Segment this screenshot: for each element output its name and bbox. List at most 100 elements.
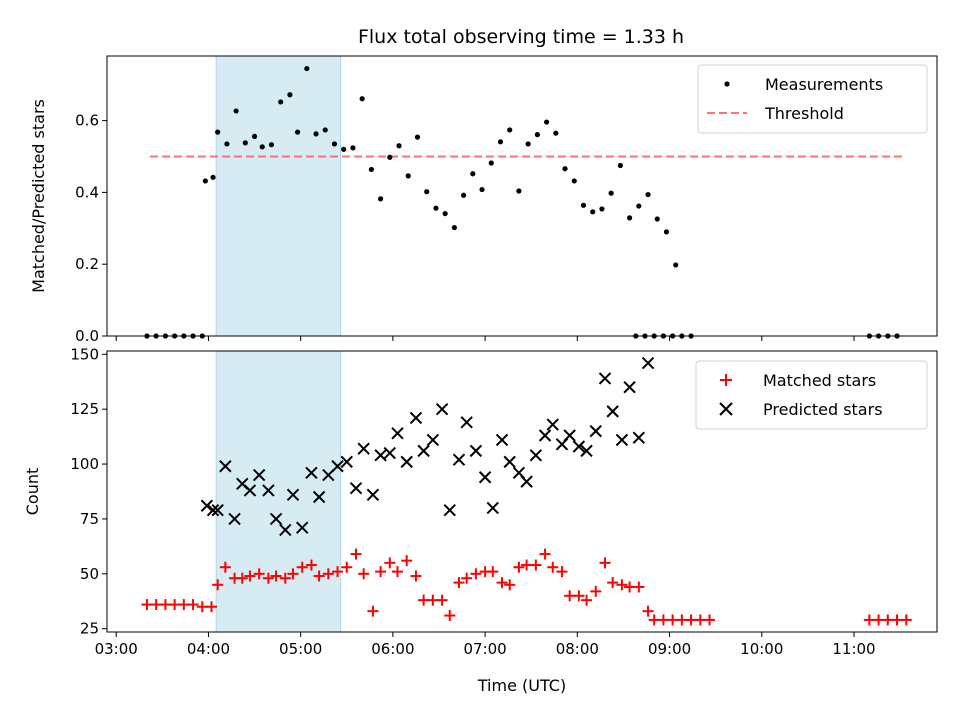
predicted-stars-point (417, 444, 430, 458)
predicted-stars-point (580, 444, 593, 458)
matched-stars-point (262, 572, 274, 584)
predicted-stars-point (529, 449, 543, 462)
measurement-point (673, 262, 679, 268)
matched-stars-point (667, 614, 679, 626)
measurement-point (294, 129, 301, 135)
matched-stars-point (436, 594, 448, 606)
predicted-stars-point (279, 523, 292, 537)
predicted-stars-point (305, 466, 318, 480)
measurement-point (313, 131, 319, 137)
matched-stars-point (253, 568, 265, 580)
measurement-point (534, 132, 540, 138)
matched-stars-point (513, 561, 525, 573)
measurement-point (268, 142, 275, 148)
predicted-stars-point (520, 475, 533, 488)
y-tick-label: 0.6 (75, 112, 99, 130)
matched-stars-point (573, 590, 585, 602)
measurement-point (304, 65, 310, 72)
predicted-stars-point (391, 427, 404, 440)
predicted-stars-point (469, 444, 483, 458)
matched-stars-point (159, 599, 171, 611)
y-tick-label: 125 (70, 400, 99, 418)
predicted-stars-point (366, 488, 380, 502)
measurement-point (387, 154, 393, 160)
matched-stars-point (296, 561, 308, 573)
predicted-stars-point (228, 512, 241, 526)
legend-predicted-marker (719, 402, 733, 416)
predicted-stars-point (426, 433, 440, 447)
measurement-point (626, 215, 633, 221)
measurement-point (242, 140, 248, 146)
matched-stars-point (427, 594, 439, 606)
measurement-point (645, 191, 651, 198)
predicted-stars-point (357, 442, 370, 455)
measurement-point (322, 127, 328, 133)
measurement-point (507, 127, 513, 133)
y-tick-label: 0.4 (75, 183, 99, 201)
measurement-point (259, 144, 265, 150)
matched-stars-point (341, 561, 353, 573)
measurement-point (580, 202, 587, 208)
predicted-stars-point (400, 455, 413, 469)
x-tick-label: 11:00 (832, 640, 875, 658)
measurement-point (590, 209, 596, 215)
bottom-x-ticks: 03:00 04:00 05:00 06:00 07:00 08:00 09:00 10:00… (95, 632, 876, 658)
predicted-stars-point (286, 488, 300, 502)
matched-stars-point (863, 614, 875, 626)
top-axes-frame (106, 55, 938, 337)
matched-stars-point (287, 568, 299, 580)
matched-stars-point (487, 566, 499, 578)
predicted-stars-point (572, 440, 586, 453)
observing-window-shading (215, 55, 342, 337)
legend-measurements-marker (724, 81, 730, 87)
measurement-point (287, 92, 293, 98)
chart-title: Flux total observing time = 1.33 h (358, 26, 684, 48)
observing-window-shading (215, 350, 342, 633)
predicted-stars-point (349, 481, 363, 495)
predicted-stars-point (219, 460, 232, 473)
matched-stars-point (496, 577, 508, 589)
matched-stars-point (196, 601, 208, 613)
matched-stars-point (332, 566, 344, 578)
matched-stars-point (219, 561, 231, 573)
measurement-point (251, 133, 258, 140)
measurement-point (451, 224, 457, 231)
matched-stars-point (358, 568, 370, 580)
matched-stars-point (444, 610, 456, 622)
matched-stars-point (453, 577, 465, 589)
measurement-point (553, 130, 559, 136)
matched-stars-point (564, 590, 576, 602)
matched-stars-point (384, 557, 396, 569)
matched-stars-point (418, 594, 430, 606)
matched-stars-point (392, 566, 403, 578)
measurement-point (617, 162, 623, 169)
matched-stars-point (322, 568, 334, 580)
predicted-stars-point (452, 453, 466, 466)
y-tick-label: 25 (80, 620, 99, 638)
ratio-series (144, 65, 904, 339)
matched-stars-point (685, 614, 697, 626)
matched-stars-point (244, 570, 256, 582)
top-legend: Measurements Threshold (697, 64, 928, 134)
measurement-point (377, 196, 384, 202)
bottom-legend-box (695, 360, 928, 430)
bottom-legend: Matched stars Predicted stars (695, 360, 928, 430)
measurement-point (233, 108, 239, 114)
predicted-stars-point (606, 405, 619, 418)
matched-stars-point (150, 599, 162, 611)
ratio-panel: 0.0 0.2 0.4 0.6 Matched/Predicted stars Mea… (29, 55, 938, 345)
count-panel: 25 50 75 100 125 150 03:00 04:00 05:00 06:00 07:0… (23, 345, 938, 695)
matched-stars-point (313, 570, 325, 582)
legend-measurements-label: Measurements (765, 75, 883, 94)
matched-stars-point (882, 614, 894, 626)
count-series (141, 356, 912, 626)
predicted-stars-point (589, 424, 602, 438)
matched-stars-point (642, 605, 654, 617)
matched-stars-point (624, 581, 636, 593)
predicted-stars-point (200, 499, 214, 512)
measurement-point (516, 188, 522, 194)
predicted-stars-point (409, 411, 423, 425)
matched-stars-point (530, 559, 542, 571)
x-tick-label: 03:00 (95, 640, 138, 658)
legend-matched-marker (720, 374, 732, 386)
